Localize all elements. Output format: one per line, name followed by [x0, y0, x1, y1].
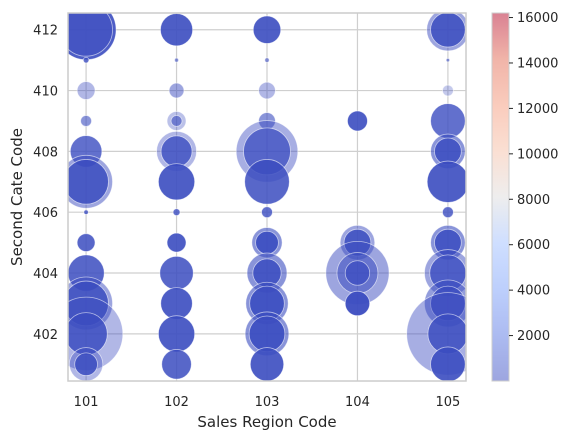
- x-tick-label: 104: [345, 395, 370, 410]
- x-axis-label: Sales Region Code: [197, 413, 336, 431]
- scatter-point: [74, 352, 98, 377]
- scatter-point: [76, 81, 96, 100]
- colorbar-tick-label: 6000: [517, 238, 550, 253]
- y-tick-label: 408: [33, 145, 58, 160]
- scatter-point: [76, 233, 96, 252]
- x-tick-labels: 101 102 103 104 105: [74, 395, 461, 410]
- y-tick-label: 402: [33, 328, 58, 343]
- scatter-point: [157, 315, 196, 353]
- scatter-point: [261, 206, 273, 219]
- scatter-point: [252, 15, 282, 44]
- scatter-point: [249, 347, 285, 381]
- x-tick-label: 102: [164, 395, 189, 410]
- colorbar-tick-label: 8000: [517, 193, 550, 208]
- colorbar-tick-label: 2000: [517, 329, 550, 344]
- colorbar-frame: [491, 12, 510, 382]
- scatter-point: [445, 58, 451, 63]
- scatter-point: [80, 115, 92, 127]
- scatter-point: [160, 135, 193, 168]
- colorbar-gradient: [492, 13, 509, 381]
- scatter-point: [68, 13, 113, 57]
- colorbar: 2000 4000 6000 8000 10000 12000 14000 16000: [491, 11, 558, 382]
- colorbar-tick-label: 16000: [517, 11, 558, 26]
- scatter-point: [172, 208, 181, 217]
- scatter-point: [426, 160, 466, 203]
- y-tick-label: 410: [33, 85, 58, 100]
- x-tick-label: 105: [435, 395, 460, 410]
- colorbar-tick-label: 12000: [517, 102, 558, 117]
- scatter-point: [82, 56, 90, 64]
- scatter-point: [168, 82, 185, 99]
- colorbar-tick-label: 10000: [517, 147, 558, 162]
- scatter-point: [244, 159, 290, 205]
- y-tick-label: 404: [33, 267, 58, 282]
- plot-frame: [67, 12, 467, 382]
- scatter-point: [344, 260, 371, 286]
- scatter-point: [430, 346, 466, 381]
- y-tick-label: 412: [33, 24, 58, 39]
- y-axis-label: Second Cate Code: [8, 128, 26, 266]
- scatter-point: [255, 230, 279, 255]
- data-points: [68, 13, 466, 381]
- scatter-point: [157, 163, 196, 201]
- scatter-point: [344, 290, 371, 317]
- y-tick-labels: 402 404 406 408 410 412: [33, 24, 58, 343]
- scatter-point: [159, 255, 194, 291]
- scatter-point: [442, 84, 454, 97]
- scatter-point: [174, 57, 179, 63]
- y-tick-label: 406: [33, 206, 58, 221]
- scatter-point: [160, 13, 194, 47]
- scatter-point: [264, 57, 270, 63]
- scatter-point: [248, 315, 286, 353]
- colorbar-tick-labels: 2000 4000 6000 8000 10000 12000 14000 16000: [509, 11, 558, 344]
- scatter-point: [68, 159, 109, 205]
- colorbar-tick-label: 4000: [517, 284, 550, 299]
- x-tick-label: 103: [255, 395, 280, 410]
- scatter-point: [442, 206, 454, 219]
- scatter-point: [430, 103, 466, 139]
- scatter-point: [166, 232, 187, 253]
- scatter-point: [160, 287, 193, 320]
- scatter-point: [161, 349, 192, 380]
- scatter-point: [347, 110, 368, 132]
- scatter-point: [83, 209, 89, 215]
- x-tick-label: 101: [74, 395, 99, 410]
- scatter-point: [170, 115, 183, 127]
- scatter-point: [430, 13, 466, 48]
- colorbar-tick-label: 14000: [517, 56, 558, 71]
- scatter-point: [258, 81, 276, 100]
